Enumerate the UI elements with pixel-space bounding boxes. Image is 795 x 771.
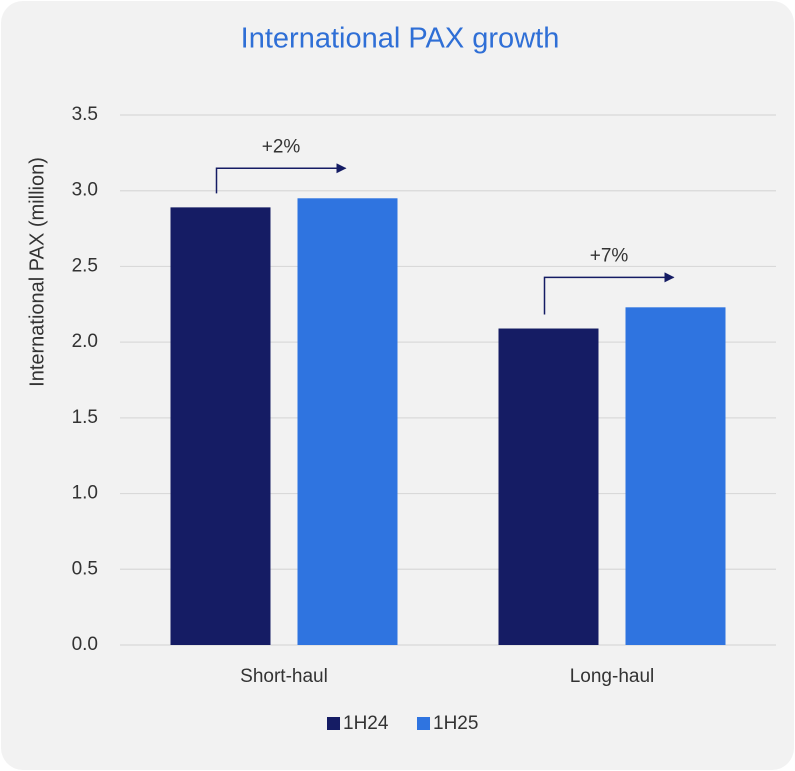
legend-swatch [417,717,430,730]
bar [297,198,398,646]
annotation: +2% [262,136,301,157]
y-tick-label: 0.5 [72,558,98,579]
growth-arrow [543,272,675,315]
legend-label: 1H24 [343,713,389,734]
y-tick-label: 3.0 [72,180,98,201]
legend-swatch [327,717,340,730]
x-tick-label: Long-haul [570,666,655,687]
bar [498,328,599,645]
growth-arrow [215,163,347,194]
y-tick-label: 2.5 [72,255,98,276]
y-tick-label: 1.5 [72,407,98,428]
y-tick-label: 2.0 [72,331,98,352]
y-tick-label: 0.0 [72,634,98,655]
y-tick-label: 3.5 [72,104,98,125]
legend-label: 1H25 [433,713,478,734]
x-tick-label: Short-haul [240,666,328,687]
y-tick-label: 1.0 [72,483,98,504]
bar [170,207,271,645]
chart-title: International PAX growth [241,23,560,55]
bar [625,307,726,645]
y-axis-label: International PAX (million) [26,157,48,387]
annotation: +7% [590,245,629,266]
